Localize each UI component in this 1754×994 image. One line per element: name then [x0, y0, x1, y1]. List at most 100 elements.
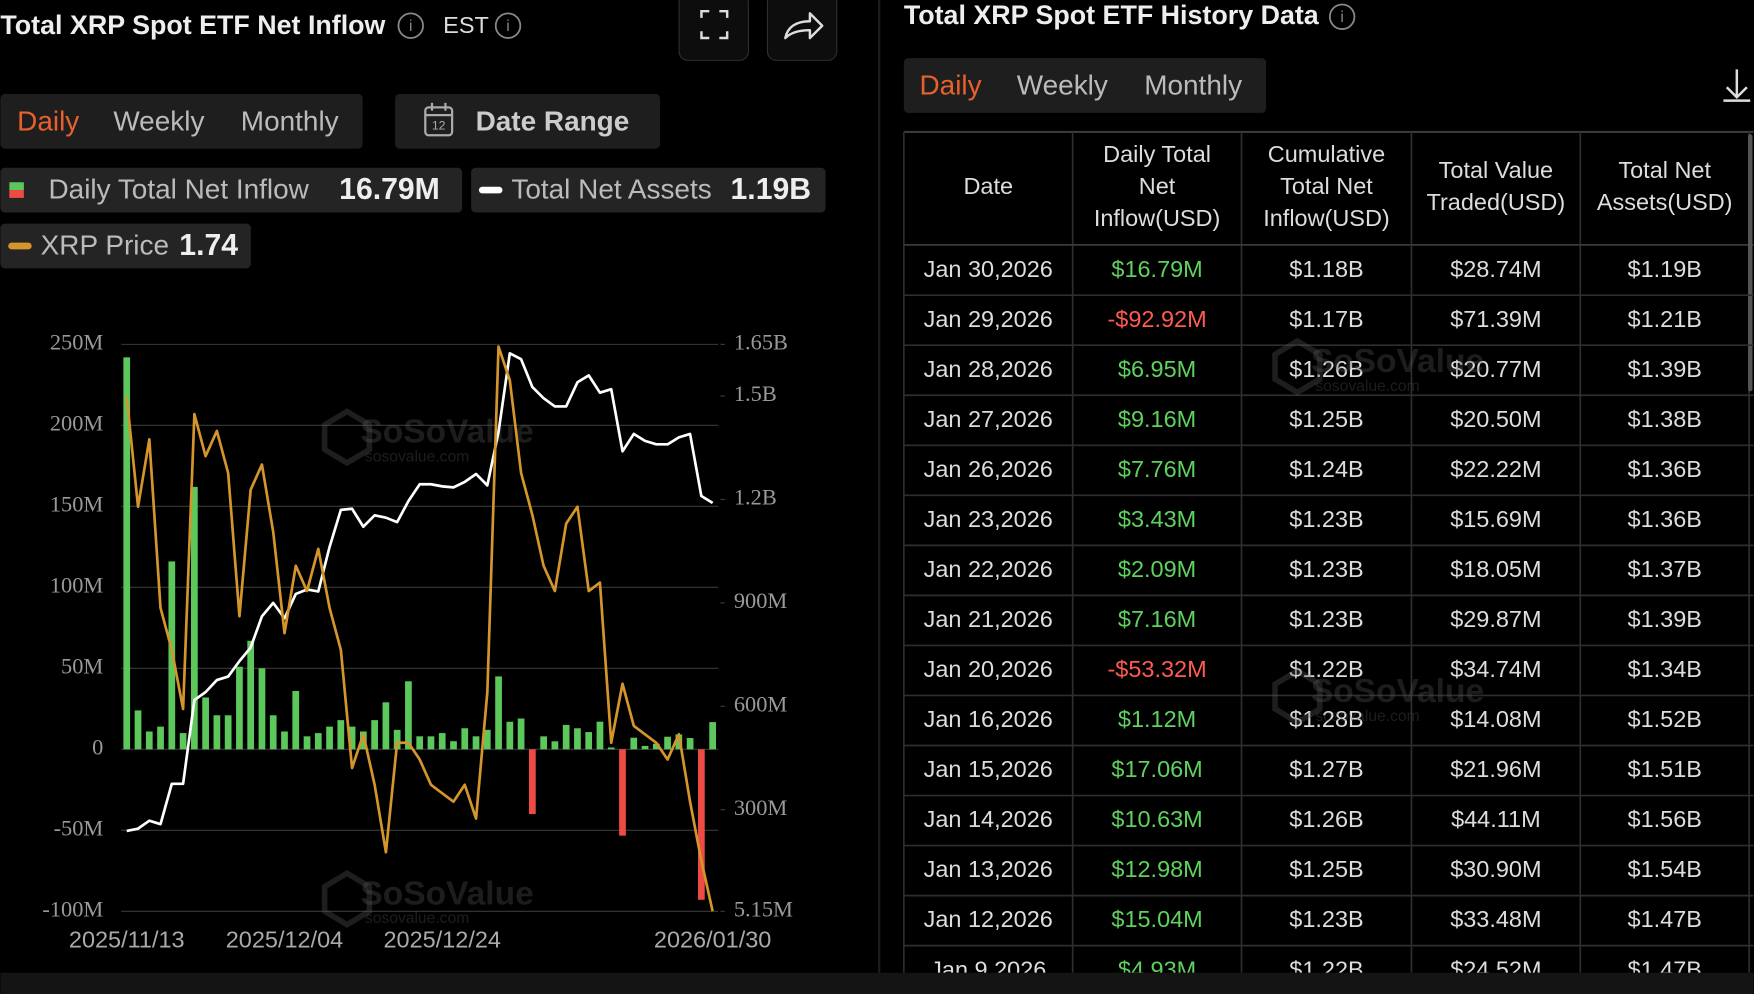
chart-title: Total XRP Spot ETF Net Inflow [0, 10, 385, 40]
x-tick-label: 2026/01/30 [654, 927, 771, 953]
tab-group [903, 58, 1267, 113]
fullscreen-button[interactable] [678, 0, 749, 61]
history-title: Total XRP Spot ETF History Data [904, 0, 1320, 30]
tab-active[interactable]: Daily [17, 105, 79, 136]
legend-chip[interactable] [471, 167, 826, 213]
y-tick-label: 100M [50, 572, 104, 597]
value-cell: $1.38B [1628, 406, 1702, 432]
date-cell: Jan 22,2026 [924, 556, 1053, 582]
value-cell: $22.22M [1450, 456, 1541, 482]
info-icon[interactable]: i [397, 12, 424, 39]
bar [314, 733, 322, 750]
y-tick-label: -50M [54, 815, 104, 840]
legend-chip[interactable] [0, 167, 463, 213]
download-button[interactable] [1723, 69, 1751, 102]
bar [348, 726, 356, 750]
date-cell: Jan 26,2026 [924, 456, 1053, 482]
value-cell: $1.23B [1289, 506, 1363, 532]
y2-tick-label: 1.2B [734, 485, 777, 510]
bar [529, 749, 536, 815]
tab[interactable]: Weekly [113, 105, 204, 136]
x-tick-label: 2025/11/13 [69, 927, 185, 953]
legend-chip[interactable] [0, 223, 251, 269]
value-cell: $1.26B [1289, 356, 1363, 382]
value-cell: -$53.32M [1108, 656, 1207, 682]
bar [585, 732, 593, 750]
svg-text:12: 12 [432, 119, 446, 133]
share-button[interactable] [766, 0, 838, 61]
legend-label: Daily Total Net Inflow [48, 174, 309, 205]
value-cell: $28.74M [1450, 256, 1541, 282]
column-header: Inflow(USD) [1094, 205, 1220, 231]
scrollbar[interactable] [1748, 134, 1753, 392]
value-cell: $1.23B [1289, 556, 1363, 582]
date-cell: Jan 9,2026 [930, 956, 1046, 982]
legend-label: XRP Price [41, 229, 169, 260]
column-header: Inflow(USD) [1263, 205, 1390, 231]
date-cell: Jan 15,2026 [924, 756, 1053, 782]
tab[interactable]: Weekly [1017, 70, 1108, 101]
tab[interactable]: Monthly [241, 105, 339, 136]
y-tick-label: 50M [61, 653, 103, 678]
date-range-label[interactable]: Date Range [476, 105, 630, 136]
y2-tick-label: 1.65B [734, 330, 788, 355]
value-cell: $33.48M [1450, 906, 1541, 932]
watermark: SoSoValue [1311, 343, 1484, 380]
value-cell: $1.39B [1628, 356, 1702, 382]
history-table: Date Daily Total Net Inflow(USD) Cumulative T… [902, 130, 1754, 982]
date-cell: Jan 20,2026 [924, 656, 1053, 682]
value-cell: $34.74M [1450, 656, 1541, 682]
bar [393, 729, 401, 750]
bar [506, 721, 514, 750]
bar [190, 486, 198, 750]
bar [269, 715, 277, 750]
value-cell: $15.69M [1450, 506, 1541, 532]
watermark: SoSoValue [360, 414, 533, 451]
value-cell: $1.25B [1289, 406, 1363, 432]
info-icon[interactable]: i [494, 12, 522, 39]
watermark-logo [321, 408, 373, 467]
watermark-logo [321, 869, 373, 928]
bar [495, 676, 502, 750]
tab[interactable]: Monthly [1144, 70, 1242, 101]
value-cell: $1.12M [1118, 706, 1196, 732]
watermark-url: sosovalue.com [365, 910, 469, 927]
column-header: Assets(USD) [1597, 189, 1733, 215]
watermark-url: sosovalue.com [1315, 708, 1419, 725]
info-icon[interactable]: i [1328, 3, 1356, 30]
value-cell: $1.22B [1289, 656, 1363, 682]
y-tick-label: 0 [92, 734, 103, 759]
bar [483, 729, 491, 750]
value-cell: $1.27B [1289, 756, 1363, 782]
bar [281, 731, 288, 750]
y2-tick-label: 1.5B [734, 381, 777, 406]
date-cell: Jan 16,2026 [924, 706, 1053, 732]
legend-swatch [9, 182, 24, 191]
value-cell: $1.47B [1628, 906, 1702, 932]
column-header: Net [1139, 173, 1176, 199]
date-range-button[interactable]: 12 [395, 93, 661, 149]
column-header: Total Value [1439, 157, 1553, 183]
legend-swatch [9, 190, 24, 198]
tab-active[interactable]: Daily [919, 70, 981, 101]
bar [472, 736, 480, 750]
y-tick-label: 150M [50, 491, 104, 516]
legend-value: 1.19B [731, 173, 812, 206]
bar [303, 736, 311, 750]
value-cell: $1.26B [1289, 806, 1363, 832]
watermark: SoSoValue [360, 875, 533, 912]
legend-value: 1.74 [179, 229, 238, 262]
bar [202, 697, 209, 750]
value-cell: $15.04M [1111, 906, 1202, 932]
value-cell: $1.36B [1628, 456, 1702, 482]
value-cell: $1.54B [1628, 856, 1702, 882]
value-cell: $1.52B [1628, 706, 1702, 732]
value-cell: $10.63M [1111, 806, 1202, 832]
column-header: Total Net [1280, 173, 1373, 199]
legend-swatch [478, 186, 503, 194]
value-cell: $1.34B [1628, 656, 1702, 682]
timezone[interactable]: EST [443, 12, 489, 38]
value-cell: $24.52M [1450, 956, 1541, 982]
